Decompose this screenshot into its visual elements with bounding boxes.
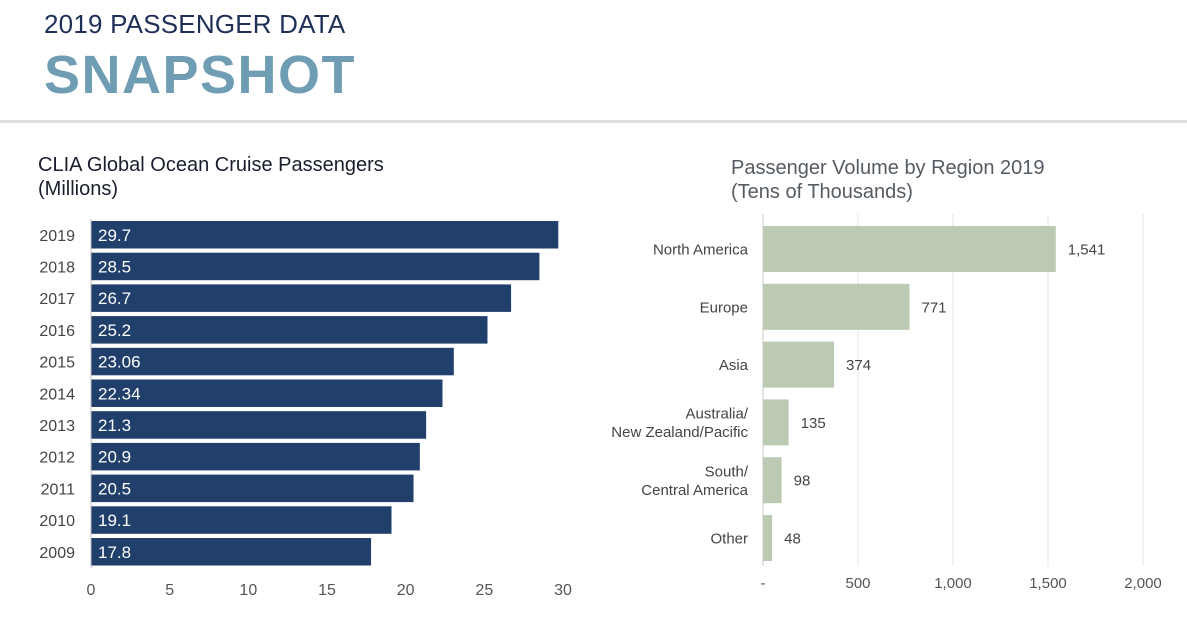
bar-2019	[91, 221, 559, 249]
bar-region-2	[763, 341, 835, 388]
cruise-passengers-chart: 29.7201928.5201826.7201725.2201623.06201…	[39, 219, 572, 599]
bar-value-label-2018: 28.5	[98, 257, 131, 276]
x-tick-label-3: 1,500	[1029, 575, 1067, 592]
bar-region-1	[763, 283, 910, 330]
right-chart-title-text: Passenger Volume by Region 2019	[731, 157, 1045, 179]
bar-2016	[91, 316, 488, 344]
bar-value-label-region-0: 1,541	[1068, 242, 1106, 259]
y-tick-label-2017: 2017	[39, 291, 75, 308]
bar-value-label-2014: 22.34	[98, 384, 141, 403]
y-tick-label-2014: 2014	[39, 386, 75, 403]
bar-2013	[91, 411, 427, 439]
x-tick-label-0: -	[761, 575, 766, 592]
region-volume-chart: 1,541 North America 771 Europe 374 Asia 135 Aus…	[611, 214, 1162, 592]
y-tick-label-region-4-line-0: South/	[705, 463, 749, 480]
x-tick-label-20: 20	[397, 582, 415, 599]
x-tick-label-30: 30	[554, 582, 572, 599]
bar-value-label-region-5: 48	[784, 531, 801, 548]
page-kicker: 2019 PASSENGER DATA	[44, 9, 346, 39]
x-tick-label-5: 5	[165, 582, 174, 599]
bar-region-4	[763, 457, 782, 504]
bar-value-label-2009: 17.8	[98, 543, 131, 562]
y-tick-label-2016: 2016	[39, 323, 75, 340]
bar-value-label-2012: 20.9	[98, 448, 131, 467]
x-tick-label-15: 15	[318, 582, 336, 599]
y-tick-label-2011: 2011	[41, 481, 76, 498]
x-tick-label-25: 25	[475, 582, 493, 599]
bar-2009	[91, 538, 372, 566]
y-tick-label-2010: 2010	[39, 513, 75, 530]
bar-value-label-region-1: 771	[921, 299, 946, 316]
y-tick-label-2019: 2019	[39, 228, 75, 245]
bar-2010	[91, 506, 392, 534]
y-tick-label-region-1-line-0: Europe	[700, 299, 748, 316]
left-chart-title-text: CLIA Global Ocean Cruise Passengers	[38, 154, 384, 176]
bar-2015	[91, 347, 454, 376]
y-tick-label-region-5-line-0: Other	[710, 531, 748, 548]
bar-value-label-2010: 19.1	[98, 511, 131, 530]
right-chart-subtitle: (Tens of Thousands)	[731, 181, 913, 203]
bar-region-0	[763, 226, 1056, 272]
header-divider	[0, 120, 1187, 123]
left-chart-subtitle: (Millions)	[38, 178, 118, 200]
page-title: SNAPSHOT	[44, 45, 357, 105]
bar-value-label-2015: 23.06	[98, 353, 141, 372]
y-tick-label-region-0-line-0: North America	[653, 242, 749, 259]
bar-value-label-2013: 21.3	[98, 416, 131, 435]
y-tick-label-2013: 2013	[39, 418, 75, 435]
y-tick-label-2018: 2018	[39, 259, 75, 276]
bar-2014	[91, 379, 443, 407]
y-tick-label-region-3-line-1: New Zealand/Pacific	[611, 424, 748, 441]
bar-value-label-region-3: 135	[801, 415, 826, 432]
y-tick-label-2009: 2009	[39, 545, 75, 562]
right-chart-title: Passenger Volume by Region 2019 (Tens of…	[731, 156, 1045, 204]
y-tick-label-2015: 2015	[39, 355, 75, 372]
x-tick-label-2: 1,000	[934, 575, 972, 592]
bar-value-label-2011: 20.5	[98, 479, 131, 498]
left-chart-title: CLIA Global Ocean Cruise Passengers (Mil…	[38, 153, 384, 201]
x-tick-label-0: 0	[87, 582, 96, 599]
page-header: 2019 PASSENGER DATA SNAPSHOT	[0, 0, 1187, 123]
bar-2011	[91, 474, 414, 503]
bar-value-label-2017: 26.7	[98, 289, 131, 308]
bar-value-label-region-2: 374	[846, 357, 871, 374]
bar-region-3	[763, 399, 789, 446]
bar-2012	[91, 442, 420, 471]
bar-2018	[91, 252, 540, 281]
bar-value-label-region-4: 98	[794, 473, 811, 490]
y-tick-label-2012: 2012	[39, 450, 75, 467]
x-tick-label-4: 2,000	[1124, 575, 1162, 592]
y-tick-label-region-3-line-0: Australia/	[685, 406, 748, 423]
bar-region-5	[763, 515, 773, 561]
x-tick-label-1: 500	[845, 575, 870, 592]
y-tick-label-region-2-line-0: Asia	[719, 357, 749, 374]
x-tick-label-10: 10	[239, 582, 257, 599]
bar-2017	[91, 284, 512, 312]
bar-value-label-2016: 25.2	[98, 321, 131, 340]
y-tick-label-region-4-line-1: Central America	[641, 482, 748, 499]
bar-value-label-2019: 29.7	[98, 226, 131, 245]
